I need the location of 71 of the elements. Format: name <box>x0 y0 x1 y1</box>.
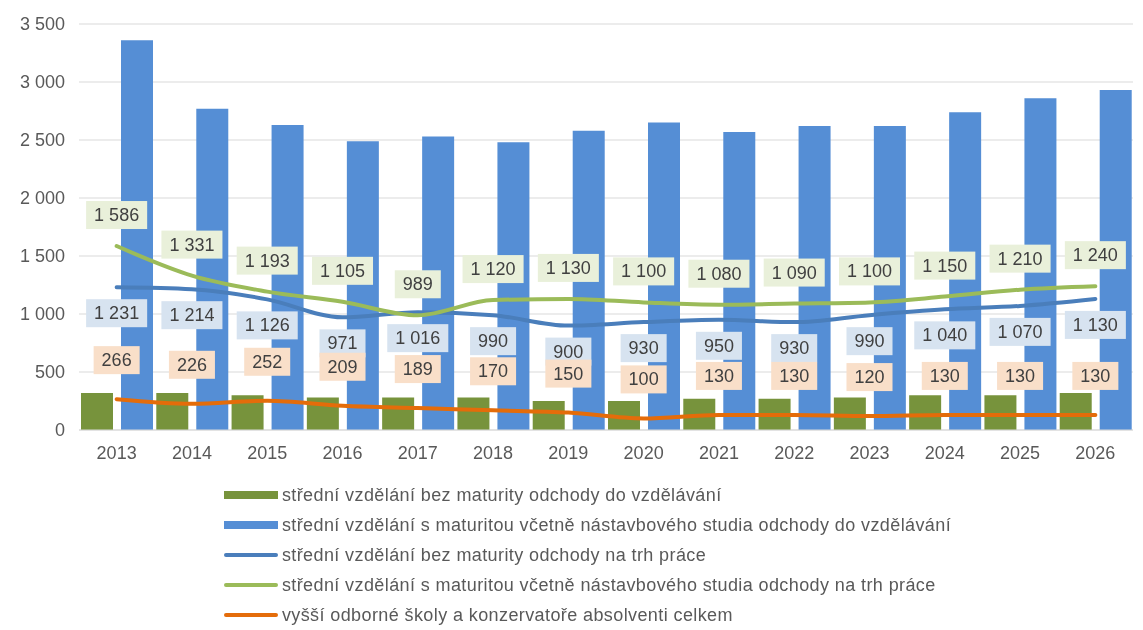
x-tick-label: 2014 <box>171 442 212 463</box>
data-label: 100 <box>628 369 659 390</box>
x-tick-label: 2024 <box>924 442 965 463</box>
data-label: 1 193 <box>244 250 290 271</box>
legend-label: střední vzdělání bez maturity odchody do vzdělávání <box>281 484 722 506</box>
data-label: 1 080 <box>696 263 742 284</box>
x-tick-label: 2020 <box>623 442 664 463</box>
x-tick-label: 2026 <box>1075 442 1116 463</box>
data-label: 252 <box>252 351 283 372</box>
data-label: 900 <box>553 341 584 362</box>
data-label: 120 <box>854 367 885 388</box>
data-label: 189 <box>402 359 433 380</box>
y-tick-label: 3 000 <box>19 72 65 93</box>
y-tick-label: 1 500 <box>19 246 65 267</box>
bar <box>81 392 113 430</box>
data-label: 130 <box>779 365 810 386</box>
legend-label: střední vzdělání s maturitou včetně nástavbového studia odchody na trh práce <box>281 574 936 596</box>
data-label: 1 210 <box>997 248 1043 269</box>
data-label: 930 <box>779 338 810 359</box>
legend-label: střední vzdělání s maturitou včetně nástavbového studia odchody do vzdělávání <box>281 514 952 536</box>
data-label: 1 126 <box>244 315 290 336</box>
y-tick-label: 2 000 <box>19 188 65 209</box>
data-label: 1 130 <box>545 257 591 278</box>
legend-label: vyšší odborné školy a konzervatoře absolventi celkem <box>281 604 733 626</box>
data-label: 209 <box>327 356 358 377</box>
data-label: 130 <box>703 365 734 386</box>
x-tick-label: 2022 <box>774 442 815 463</box>
data-label: 130 <box>1005 365 1036 386</box>
data-label: 950 <box>703 335 734 356</box>
data-label: 130 <box>1080 365 1111 386</box>
x-tick-label: 2015 <box>247 442 288 463</box>
data-label: 1 100 <box>621 261 667 282</box>
data-label: 170 <box>478 361 509 382</box>
y-tick-label: 500 <box>34 362 65 383</box>
x-tick-label: 2019 <box>548 442 589 463</box>
data-label: 1 070 <box>997 321 1043 342</box>
x-tick-label: 2013 <box>96 442 137 463</box>
data-label: 1 586 <box>94 205 140 226</box>
data-label: 990 <box>478 331 509 352</box>
data-label: 1 100 <box>846 261 893 282</box>
data-label: 1 016 <box>395 328 441 349</box>
data-label: 1 214 <box>169 305 215 326</box>
legend-label: střední vzdělání bez maturity odchody na trh práce <box>281 544 707 566</box>
y-tick-label: 3 500 <box>19 14 65 35</box>
data-label: 1 130 <box>1072 314 1118 335</box>
data-label: 226 <box>176 354 207 375</box>
data-label: 971 <box>327 333 358 354</box>
x-tick-label: 2021 <box>698 442 739 463</box>
y-tick-label: 0 <box>54 420 65 441</box>
x-tick-label: 2023 <box>849 442 890 463</box>
data-label: 1 231 <box>94 303 140 324</box>
data-label: 1 240 <box>1072 245 1118 266</box>
data-label: 1 150 <box>922 255 968 276</box>
data-label: 1 105 <box>319 260 366 281</box>
data-label: 930 <box>628 338 659 359</box>
y-tick-label: 1 000 <box>19 304 65 325</box>
line-series <box>114 397 1098 421</box>
data-label: 990 <box>854 331 885 352</box>
x-tick-label: 2025 <box>1000 442 1041 463</box>
x-tick-label: 2016 <box>322 442 363 463</box>
data-label: 1 090 <box>771 262 817 283</box>
data-label: 266 <box>101 350 132 371</box>
data-label: 1 040 <box>922 325 968 346</box>
y-tick-label: 2 500 <box>19 130 65 151</box>
data-label: 150 <box>553 363 584 384</box>
data-label: 130 <box>929 365 960 386</box>
x-tick-label: 2018 <box>473 442 514 463</box>
x-tick-label: 2017 <box>397 442 438 463</box>
data-label: 1 120 <box>470 259 516 280</box>
data-label: 1 331 <box>169 234 215 255</box>
data-label: 989 <box>402 274 433 295</box>
